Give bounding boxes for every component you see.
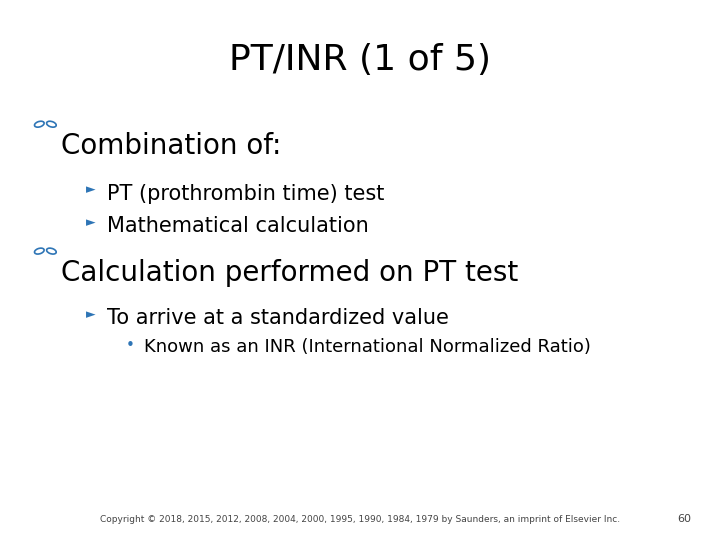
Text: 60: 60	[678, 514, 691, 524]
Text: Mathematical calculation: Mathematical calculation	[107, 216, 369, 236]
Text: Known as an INR (International Normalized Ratio): Known as an INR (International Normalize…	[144, 338, 591, 355]
Text: PT/INR (1 of 5): PT/INR (1 of 5)	[229, 43, 491, 77]
Text: ►: ►	[86, 308, 96, 321]
Text: Copyright © 2018, 2015, 2012, 2008, 2004, 2000, 1995, 1990, 1984, 1979 by Saunde: Copyright © 2018, 2015, 2012, 2008, 2004…	[100, 515, 620, 524]
Text: Calculation performed on PT test: Calculation performed on PT test	[61, 259, 518, 287]
Text: To arrive at a standardized value: To arrive at a standardized value	[107, 308, 449, 328]
Text: PT (prothrombin time) test: PT (prothrombin time) test	[107, 184, 384, 204]
Text: ►: ►	[86, 184, 96, 197]
Text: •: •	[126, 338, 135, 353]
Text: ►: ►	[86, 216, 96, 229]
Text: Combination of:: Combination of:	[61, 132, 282, 160]
